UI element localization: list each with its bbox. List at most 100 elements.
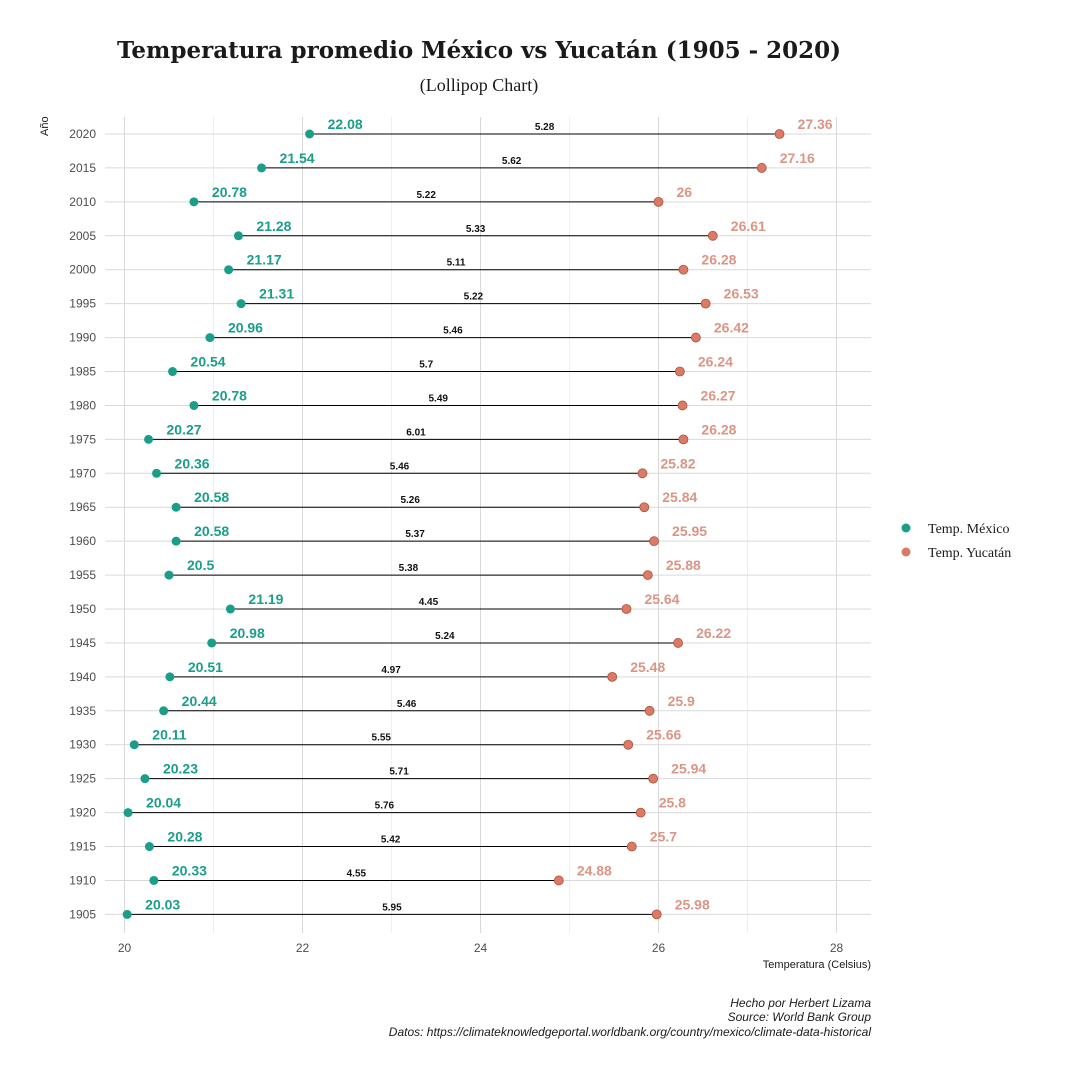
point-yucatan — [674, 366, 685, 377]
y-tick-label: 1985 — [69, 365, 96, 379]
label-mexico: 20.98 — [230, 625, 265, 641]
label-yucatan: 25.88 — [666, 557, 701, 573]
chart-subtitle: (Lollipop Chart) — [420, 75, 538, 96]
x-tick-label: 26 — [652, 941, 666, 955]
point-yucatan — [649, 536, 659, 547]
label-yucatan: 24.88 — [577, 862, 612, 878]
point-mexico — [144, 842, 154, 852]
label-yucatan: 26.22 — [696, 625, 731, 641]
point-mexico — [152, 468, 162, 478]
point-yucatan — [621, 604, 632, 614]
y-tick-label: 1925 — [69, 772, 96, 786]
label-difference: 5.46 — [397, 699, 417, 710]
label-yucatan: 25.48 — [630, 659, 665, 675]
point-yucatan — [653, 196, 664, 207]
label-difference: 5.42 — [381, 835, 401, 846]
point-mexico — [164, 570, 174, 580]
label-difference: 5.33 — [466, 224, 486, 235]
point-yucatan — [700, 298, 711, 309]
label-difference: 5.26 — [400, 495, 420, 506]
label-yucatan: 26.28 — [701, 252, 736, 268]
label-yucatan: 26 — [677, 184, 693, 200]
label-mexico: 20.36 — [175, 455, 210, 471]
label-mexico: 22.08 — [328, 116, 363, 132]
point-mexico — [140, 774, 150, 784]
label-mexico: 20.58 — [194, 523, 229, 539]
y-tick-label: 1995 — [69, 297, 96, 311]
x-tick-label: 22 — [296, 941, 310, 955]
point-yucatan — [637, 468, 648, 479]
point-yucatan — [707, 230, 718, 241]
label-difference: 5.55 — [372, 733, 392, 744]
point-yucatan — [623, 739, 634, 750]
point-mexico — [207, 638, 217, 648]
label-difference: 5.71 — [389, 767, 409, 778]
point-yucatan — [626, 841, 637, 852]
point-mexico — [123, 808, 133, 818]
y-tick-label: 1970 — [69, 466, 96, 480]
legend-key — [901, 523, 911, 533]
point-mexico — [149, 875, 159, 885]
label-difference: 5.24 — [435, 631, 455, 642]
label-yucatan: 25.98 — [675, 896, 710, 912]
point-yucatan — [651, 909, 662, 920]
chart-marks: 20.03 25.98 5.95 20.33 24.88 4.55 20.28 25.7 5.4… — [122, 116, 833, 920]
label-yucatan: 25.66 — [646, 727, 681, 743]
label-yucatan: 26.42 — [714, 320, 749, 336]
label-yucatan: 25.82 — [660, 455, 695, 471]
axes: 20 22 24 26 28 1905 1910 1915 1920 1925 1930 1935 19… — [69, 127, 843, 955]
point-mexico — [159, 706, 169, 716]
label-mexico: 20.51 — [188, 659, 223, 675]
point-mexico — [171, 502, 181, 512]
point-mexico — [189, 400, 199, 410]
y-tick-label: 1915 — [69, 840, 96, 854]
point-mexico — [165, 672, 175, 682]
point-mexico — [225, 604, 235, 614]
x-tick-label: 28 — [830, 941, 844, 955]
label-yucatan: 26.53 — [724, 286, 759, 302]
point-yucatan — [756, 163, 767, 173]
label-mexico: 20.78 — [212, 184, 247, 200]
point-mexico — [236, 299, 246, 309]
label-difference: 5.22 — [464, 292, 484, 303]
label-mexico: 21.17 — [247, 252, 282, 268]
label-mexico: 21.31 — [259, 286, 294, 302]
point-mexico — [168, 367, 178, 377]
label-difference: 4.97 — [381, 665, 401, 676]
legend-key — [901, 547, 911, 557]
label-mexico: 20.28 — [167, 829, 202, 845]
label-difference: 5.76 — [375, 801, 395, 812]
label-difference: 5.28 — [535, 122, 555, 133]
y-tick-label: 2015 — [69, 161, 96, 175]
label-mexico: 20.03 — [145, 896, 180, 912]
point-yucatan — [642, 570, 653, 580]
point-yucatan — [774, 129, 785, 139]
label-difference: 5.11 — [447, 258, 466, 269]
label-yucatan: 27.36 — [798, 116, 833, 132]
legend: Temp. México Temp. Yucatán — [901, 522, 1011, 561]
y-tick-label: 2005 — [69, 229, 96, 243]
y-tick-label: 1930 — [69, 738, 96, 752]
y-tick-label: 2000 — [69, 263, 96, 277]
label-mexico: 20.78 — [212, 387, 247, 403]
y-tick-label: 1935 — [69, 704, 96, 718]
label-mexico: 21.54 — [280, 150, 315, 166]
label-difference: 5.49 — [428, 393, 448, 404]
label-yucatan: 27.16 — [780, 150, 815, 166]
y-tick-label: 1975 — [69, 432, 96, 446]
x-tick-label: 20 — [118, 941, 132, 955]
y-tick-label: 1905 — [69, 907, 96, 921]
x-axis-title: Temperatura (Celsius) — [763, 959, 871, 971]
label-difference: 5.46 — [390, 461, 410, 472]
label-yucatan: 26.27 — [701, 387, 736, 403]
label-mexico: 20.27 — [167, 421, 202, 437]
y-axis-title: Año — [39, 116, 51, 136]
point-mexico — [129, 740, 139, 750]
point-yucatan — [678, 264, 689, 275]
point-mexico — [189, 197, 199, 207]
y-tick-label: 1990 — [69, 331, 96, 345]
label-yucatan: 25.95 — [672, 523, 707, 539]
point-mexico — [122, 909, 132, 919]
label-mexico: 20.5 — [187, 557, 214, 573]
